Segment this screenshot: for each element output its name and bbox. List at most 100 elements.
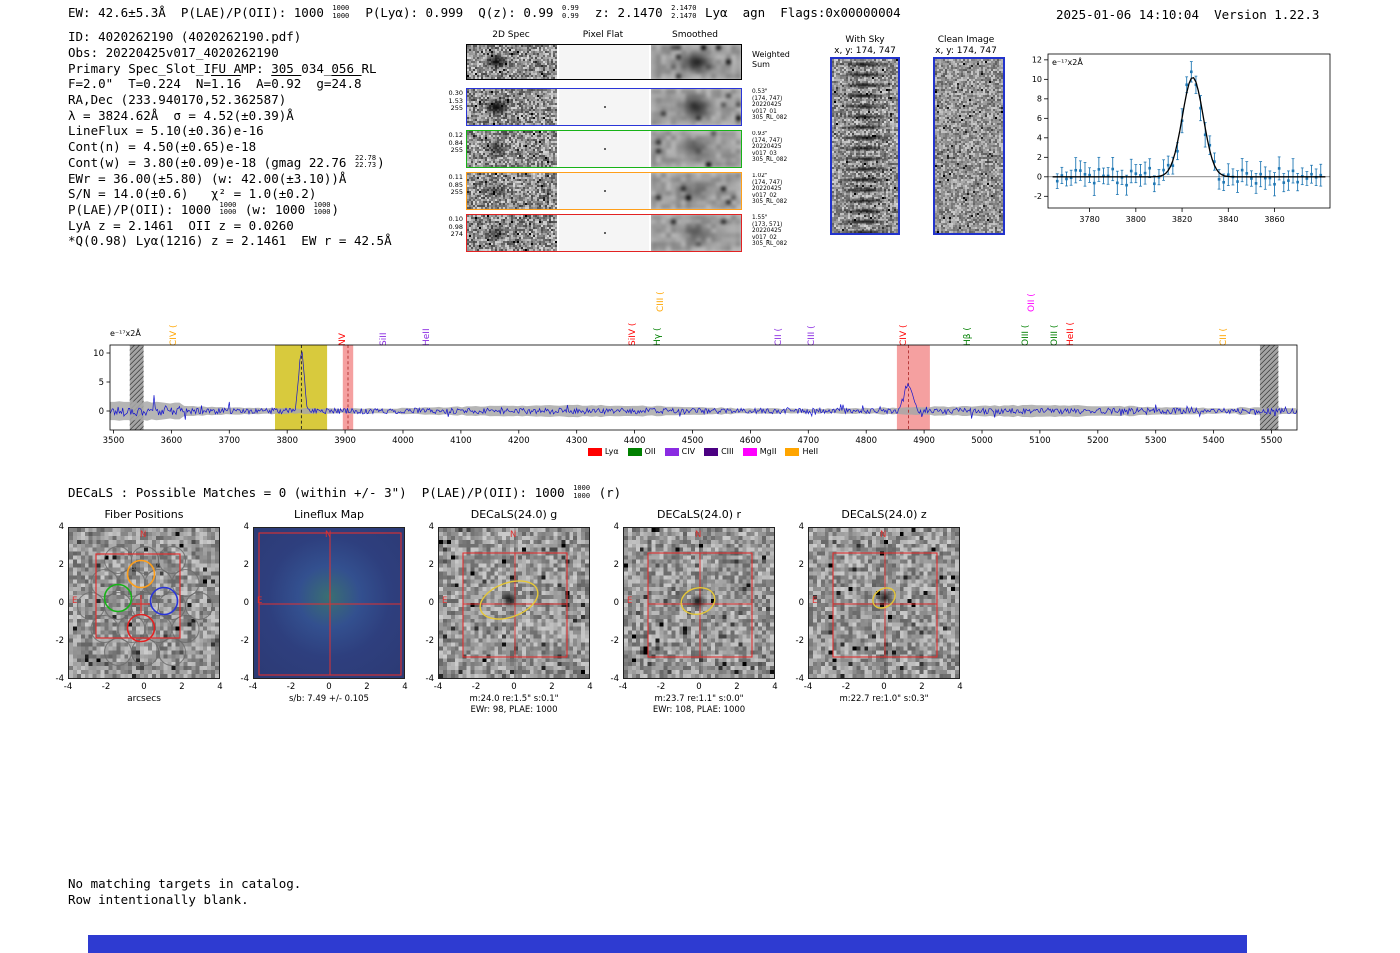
legend-item-oii: OII bbox=[627, 447, 656, 456]
smoothed-source-blob bbox=[676, 93, 716, 121]
caption-line: m:24.0 re:1.5" s:0.1" bbox=[469, 694, 559, 704]
text-segment: P(LAE)/P(OII): 1000 bbox=[68, 201, 219, 217]
text-segment: g= bbox=[301, 76, 332, 92]
stamp-scale-labels: 0.10 0.98 274 bbox=[444, 215, 463, 239]
smoothed-source-blob bbox=[676, 177, 716, 205]
x-tick-label: 4 bbox=[772, 682, 778, 692]
stamp-row: 0.11 0.85 255 1.02" (174, 747) 20220425 v017_0… bbox=[444, 172, 824, 210]
stacked-fraction-part: 2.1470 bbox=[671, 11, 697, 20]
svg-text:5: 5 bbox=[99, 378, 104, 388]
info-line-7: LineFlux = 5.10(±0.36)e-16 bbox=[68, 123, 392, 139]
text-segment: EW: 42.6±5.3Å P(LAE)/P(OII): 1000 bbox=[68, 5, 332, 20]
x-tick-label: 0 bbox=[511, 682, 517, 692]
compass-north-label: N bbox=[140, 530, 147, 540]
header-summary-line: EW: 42.6±5.3Å P(LAE)/P(OII): 1000 1000 10… bbox=[68, 4, 901, 20]
imaging-cutouts-row: Fiber Positions N E -4 -4 -2 -2 0 0 2 2 4 4 arcsecs Li… bbox=[0, 506, 1000, 746]
y-tick-label: 4 bbox=[58, 521, 64, 532]
text-segment: ID: 4020262190 (4020262190.pdf) bbox=[68, 29, 302, 45]
spec2d-source-blob bbox=[483, 138, 511, 159]
y-tick-label: 0 bbox=[243, 597, 249, 608]
decals-matches-line: DECaLS : Possible Matches = 0 (within +/… bbox=[68, 484, 621, 500]
stamp-scale-value: 0.84 bbox=[448, 138, 463, 147]
cutout-caption: m:22.7 re:1.0" s:0.3" bbox=[786, 694, 982, 705]
caption-line: m:22.7 re:1.0" s:0.3" bbox=[839, 694, 929, 704]
x-tick-label: 4 bbox=[957, 682, 963, 692]
info-line-8: Cont(n) = 4.50(±0.65)e-18 bbox=[68, 139, 392, 155]
header-datetime-version: 2025-01-06 14:10:04 Version 1.22.3 bbox=[1056, 7, 1319, 22]
stamp-scale-value: 0.98 bbox=[448, 222, 463, 231]
cutout-caption: s/b: 7.49 +/- 0.105 bbox=[231, 694, 427, 705]
cutout-title: Fiber Positions bbox=[104, 508, 184, 521]
cutout-noise-image bbox=[69, 528, 219, 678]
svg-text:3800: 3800 bbox=[1126, 215, 1146, 224]
cutout-caption: m:24.0 re:1.5" s:0.1" EWr: 98, PLAE: 1000 bbox=[416, 694, 612, 715]
pixel-flat-dot bbox=[604, 106, 606, 108]
stamp-meta-line: (174, 747) bbox=[752, 179, 783, 186]
svg-text:8: 8 bbox=[1037, 94, 1042, 103]
stamp-meta-line: 20220425 bbox=[752, 228, 782, 235]
y-tick-label: 4 bbox=[613, 521, 619, 532]
legend-swatch bbox=[587, 447, 602, 456]
y-tick-label: -4 bbox=[425, 673, 434, 684]
x-tick-label: -2 bbox=[286, 682, 296, 692]
svg-text:4100: 4100 bbox=[450, 436, 472, 446]
x-tick-label: -4 bbox=[63, 682, 73, 692]
stamp-flat-image bbox=[559, 173, 649, 209]
stamp-noise-texture bbox=[467, 89, 557, 125]
stamp-2d-image bbox=[467, 89, 557, 125]
text-segment: A= bbox=[241, 76, 272, 92]
source-blob bbox=[875, 590, 893, 606]
stamp-scale-labels: 0.11 0.85 255 bbox=[444, 173, 463, 197]
y-tick-label: 4 bbox=[798, 521, 804, 532]
x-tick-label: -2 bbox=[656, 682, 666, 692]
report-version: Version 1.22.3 bbox=[1214, 7, 1320, 22]
stacked-fraction-part: 1000 bbox=[573, 491, 591, 500]
stamp-row: 0.30 1.53 255 0.53" (174, 747) 20220425 v017_0… bbox=[444, 88, 824, 126]
stacked-fraction-part: 1000 bbox=[313, 208, 331, 217]
svg-text:5200: 5200 bbox=[1087, 436, 1109, 446]
stacked-fraction-part: 1000 bbox=[332, 4, 350, 13]
stamp-meta-line: v017_01 bbox=[752, 108, 777, 115]
y-tick-label: 2 bbox=[58, 559, 64, 570]
cutout-panel-decals-g: DECaLS(24.0) g N E -4 -4 -2 -2 0 0 2 2 4 4 m:24.0 re:… bbox=[416, 506, 593, 741]
legend-swatch bbox=[664, 447, 679, 456]
stamp-flat-image bbox=[559, 215, 649, 251]
spectrum-legend: Lyα OII CIV CIII MgII HeII bbox=[88, 447, 1318, 456]
svg-text:3600: 3600 bbox=[161, 436, 183, 446]
y-tick-label: -2 bbox=[55, 635, 64, 646]
y-tick-label: -2 bbox=[795, 635, 804, 646]
svg-text:5400: 5400 bbox=[1203, 436, 1225, 446]
clean-image-title: Clean Image x, y: 174, 747 bbox=[911, 35, 1021, 56]
legend-swatch bbox=[627, 447, 642, 456]
legend-label: Lyα bbox=[604, 447, 619, 456]
cutout-overlay bbox=[76, 545, 214, 667]
legend-label: OII bbox=[644, 447, 656, 456]
compass-north-label: N bbox=[695, 530, 702, 540]
x-tick-label: -2 bbox=[471, 682, 481, 692]
stamp-meta-line: Sum bbox=[752, 59, 770, 69]
stacked-fraction-part: 0.99 bbox=[561, 4, 579, 13]
y-tick-label: -4 bbox=[55, 673, 64, 684]
stamp-smooth-image bbox=[651, 89, 741, 125]
svg-text:5000: 5000 bbox=[971, 436, 993, 446]
pixel-flat-dot bbox=[604, 232, 606, 234]
emission-line-labels: CIV (NV SiII HeII SiIV (CIII (Hγ (CII (CIII… bbox=[88, 270, 1318, 348]
stamp-column-header: Smoothed bbox=[672, 30, 718, 40]
y-tick-label: 2 bbox=[243, 559, 249, 570]
stamp-image-strip bbox=[466, 214, 742, 252]
stamp-meta-line: 20220425 bbox=[752, 102, 782, 109]
stamp-noise-texture bbox=[467, 131, 557, 167]
stamp-scale-value: 255 bbox=[450, 104, 463, 112]
compass-east-label: E bbox=[442, 596, 448, 606]
stamp-meta-labels: 1.02" (174, 747) 20220425 v017_02 305_RL_082 bbox=[752, 173, 787, 206]
svg-text:5300: 5300 bbox=[1145, 436, 1167, 446]
svg-text:4: 4 bbox=[1037, 133, 1042, 142]
footer-line-2: Row intentionally blank. bbox=[68, 891, 249, 907]
legend-swatch bbox=[742, 447, 757, 456]
stamp-smooth-image bbox=[651, 173, 741, 209]
text-segment: Lyα agn Flags:0x00000004 bbox=[697, 5, 901, 20]
svg-text:2: 2 bbox=[1037, 153, 1042, 162]
legend-label: HeII bbox=[802, 447, 819, 456]
svg-text:4300: 4300 bbox=[566, 436, 588, 446]
